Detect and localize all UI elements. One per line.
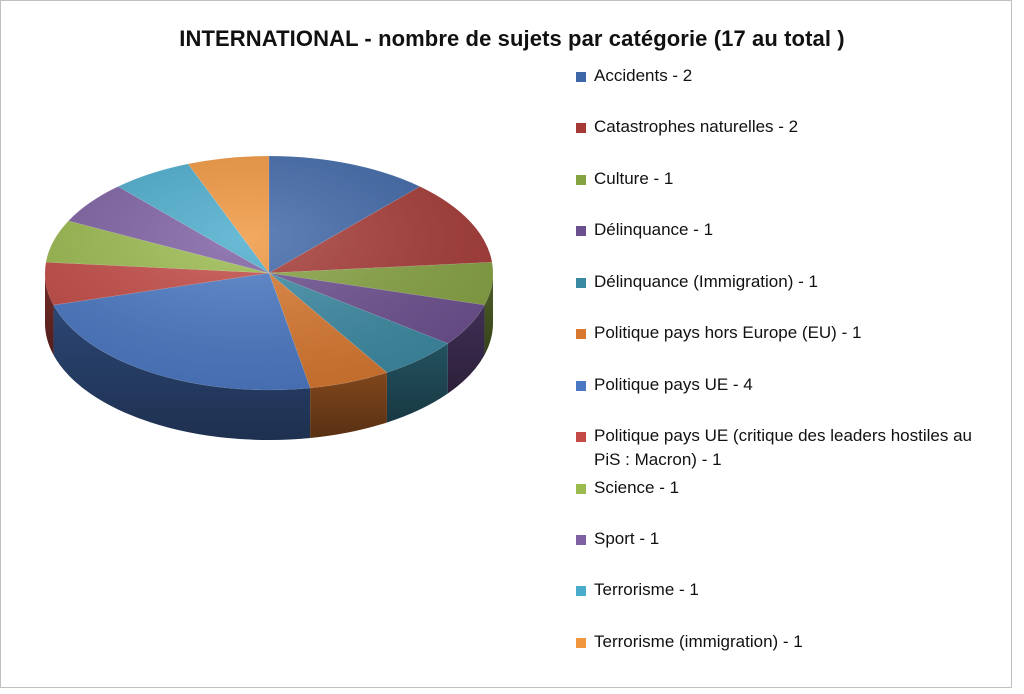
legend-label: Accidents - 2 — [594, 66, 693, 85]
legend-item: Délinquance (Immigration) - 1 — [576, 270, 996, 294]
legend-label: Politique pays UE - 4 — [594, 375, 753, 394]
pie-slice-side-shade-4 — [447, 305, 485, 394]
legend-item: Catastrophes naturelles - 2 — [576, 115, 996, 139]
pie-slice-side-shade-3 — [484, 273, 493, 356]
legend-label: Terrorisme (immigration) - 1 — [594, 632, 803, 651]
legend-label: Catastrophes naturelles - 2 — [594, 117, 799, 136]
legend-swatch — [576, 432, 586, 442]
legend-swatch — [576, 123, 586, 133]
pie-slice-side-shade-6 — [310, 372, 387, 439]
legend-swatch — [576, 175, 586, 185]
legend-label: Délinquance (Immigration) - 1 — [594, 272, 818, 291]
legend-item: Politique pays hors Europe (EU) - 1 — [576, 321, 996, 345]
legend-item: Sport - 1 — [576, 527, 996, 551]
legend-item: Délinquance - 1 — [576, 218, 996, 242]
legend-item: Politique pays UE - 4 — [576, 373, 996, 397]
chart-title: INTERNATIONAL - nombre de sujets par cat… — [179, 26, 845, 51]
pie-top-shading — [45, 156, 493, 390]
legend-label: Science - 1 — [594, 478, 680, 497]
legend-swatch — [576, 329, 586, 339]
legend-swatch — [576, 638, 586, 648]
legend-swatch — [576, 72, 586, 82]
legend-item: Terrorisme (immigration) - 1 — [576, 630, 996, 654]
legend-item: Terrorisme - 1 — [576, 578, 996, 602]
legend-swatch — [576, 484, 586, 494]
pie-slice-side-shade-5 — [386, 343, 448, 423]
legend-label: Politique pays UE (critique des leaders … — [594, 426, 972, 469]
legend-label: Délinquance - 1 — [594, 220, 714, 239]
legend-swatch — [576, 278, 586, 288]
legend-swatch — [576, 381, 586, 391]
legend-item: Accidents - 2 — [576, 64, 996, 88]
legend-swatch — [576, 586, 586, 596]
legend-swatch — [576, 226, 586, 236]
legend-label: Culture - 1 — [594, 169, 674, 188]
pie-slice-side-shade-8 — [45, 273, 54, 356]
legend-item: Science - 1 — [576, 476, 996, 500]
legend-swatch — [576, 535, 586, 545]
legend-label: Politique pays hors Europe (EU) - 1 — [594, 323, 862, 342]
legend-label: Terrorisme - 1 — [594, 580, 699, 599]
legend-item: Culture - 1 — [576, 167, 996, 191]
legend-label: Sport - 1 — [594, 529, 660, 548]
pie-slice-side-shade-7 — [53, 305, 311, 440]
legend-item: Politique pays UE (critique des leaders … — [576, 424, 996, 472]
